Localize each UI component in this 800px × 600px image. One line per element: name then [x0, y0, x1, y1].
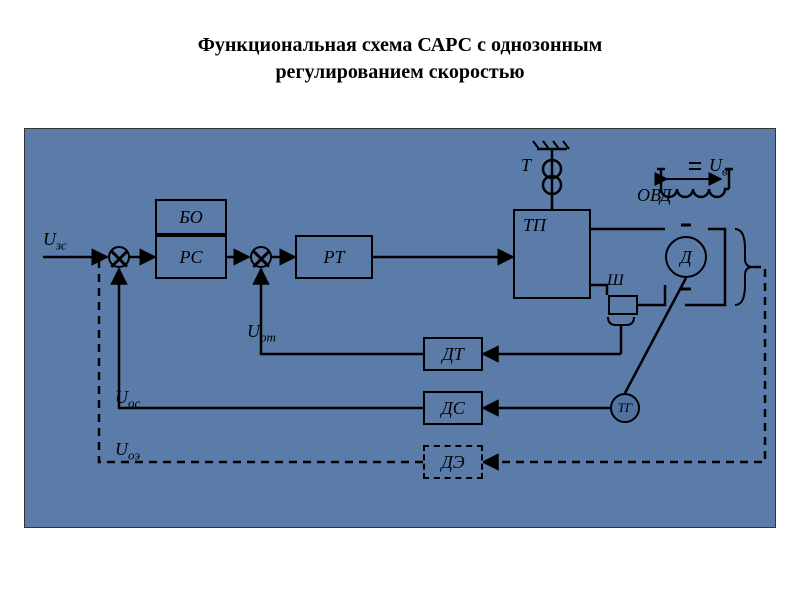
label-uoe: Uоэ	[115, 439, 140, 464]
motor-label: Д	[680, 247, 691, 268]
label-T: T	[521, 155, 531, 176]
block-rt-label: РТ	[323, 247, 344, 268]
block-ds-label: ДС	[441, 398, 464, 419]
tg-node: ТГ	[610, 393, 640, 423]
block-dt: ДТ	[423, 337, 483, 371]
block-rc: РС	[155, 235, 227, 279]
sum-node-2	[250, 246, 272, 268]
label-uzc: Uзс	[43, 229, 67, 254]
block-bo: БО	[155, 199, 227, 235]
label-uv: Uв	[709, 155, 728, 180]
tg-label: ТГ	[618, 400, 633, 416]
block-rc-label: РС	[179, 247, 202, 268]
sum-node-1	[108, 246, 130, 268]
label-sh: Ш	[607, 272, 624, 290]
title-line2: регулированием скоростью	[0, 59, 800, 86]
diagram-canvas: БО РС РТ ТП ДТ ДС ДЭ Ш Д ТГ Uзс Uот Uос …	[24, 128, 776, 528]
block-dt-label: ДТ	[442, 344, 463, 365]
motor-node: Д	[665, 236, 707, 278]
label-ovd: ОВД	[637, 185, 672, 206]
block-bo-label: БО	[179, 207, 203, 228]
block-sh	[608, 295, 638, 315]
block-rt: РТ	[295, 235, 373, 279]
block-tp: ТП	[513, 209, 591, 299]
block-tp-label: ТП	[523, 215, 546, 236]
block-de-label: ДЭ	[441, 452, 464, 473]
title-line1: Функциональная схема САРС с однозонным	[0, 32, 800, 59]
label-uoc: Uос	[115, 387, 140, 412]
block-ds: ДС	[423, 391, 483, 425]
label-uot: Uот	[247, 321, 276, 346]
block-de: ДЭ	[423, 445, 483, 479]
